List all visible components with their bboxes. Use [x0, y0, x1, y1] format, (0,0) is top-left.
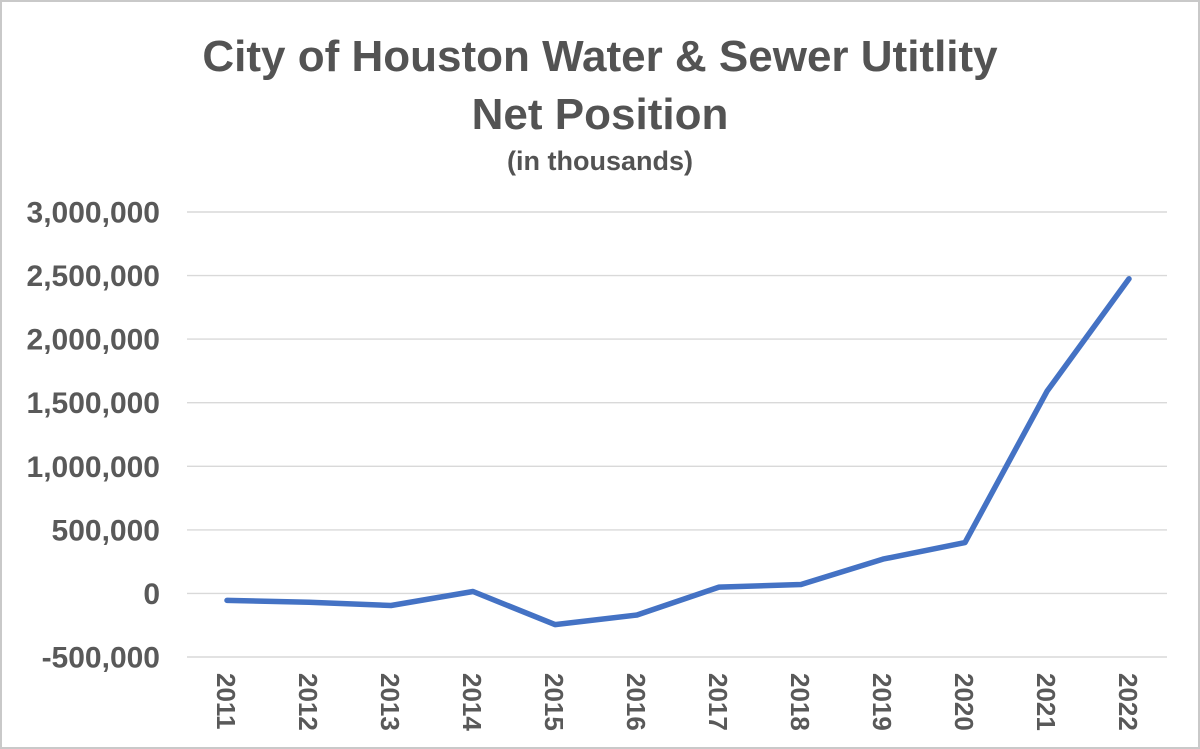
- x-axis-tick-label: 2016: [621, 673, 651, 731]
- y-axis-tick-label: 0: [143, 578, 160, 611]
- y-axis-tick-label: 3,000,000: [27, 197, 160, 230]
- x-axis-tick-label: 2014: [457, 673, 487, 731]
- y-axis-tick-label: 2,000,000: [27, 324, 160, 357]
- chart-subtitle: (in thousands): [507, 146, 693, 176]
- x-axis-tick-label: 2011: [211, 673, 241, 729]
- x-axis-tick-label: 2019: [867, 673, 897, 731]
- y-axis-tick-label: 1,500,000: [27, 387, 160, 420]
- x-axis-tick-label: 2020: [949, 673, 979, 731]
- x-axis-tick-label: 2022: [1113, 673, 1143, 731]
- y-axis-tick-label: 500,000: [52, 514, 160, 547]
- y-axis-tick-label: 2,500,000: [27, 260, 160, 293]
- y-axis-tick-label: -500,000: [42, 642, 160, 675]
- y-axis-tick-label: 1,000,000: [27, 451, 160, 484]
- x-axis-tick-label: 2015: [539, 673, 569, 731]
- net-position-line-series: [224, 276, 1132, 628]
- x-axis-tick-label: 2021: [1031, 673, 1061, 731]
- x-axis-tick-label: 2017: [703, 673, 733, 731]
- x-axis-tick-label: 2018: [785, 673, 815, 731]
- x-axis-tick-label: 2012: [293, 673, 323, 731]
- chart-title-line-1: City of Houston Water & Sewer Utitlity: [202, 32, 998, 81]
- x-axis-tick-label: 2013: [375, 673, 405, 731]
- chart-title-line-2: Net Position: [471, 90, 729, 139]
